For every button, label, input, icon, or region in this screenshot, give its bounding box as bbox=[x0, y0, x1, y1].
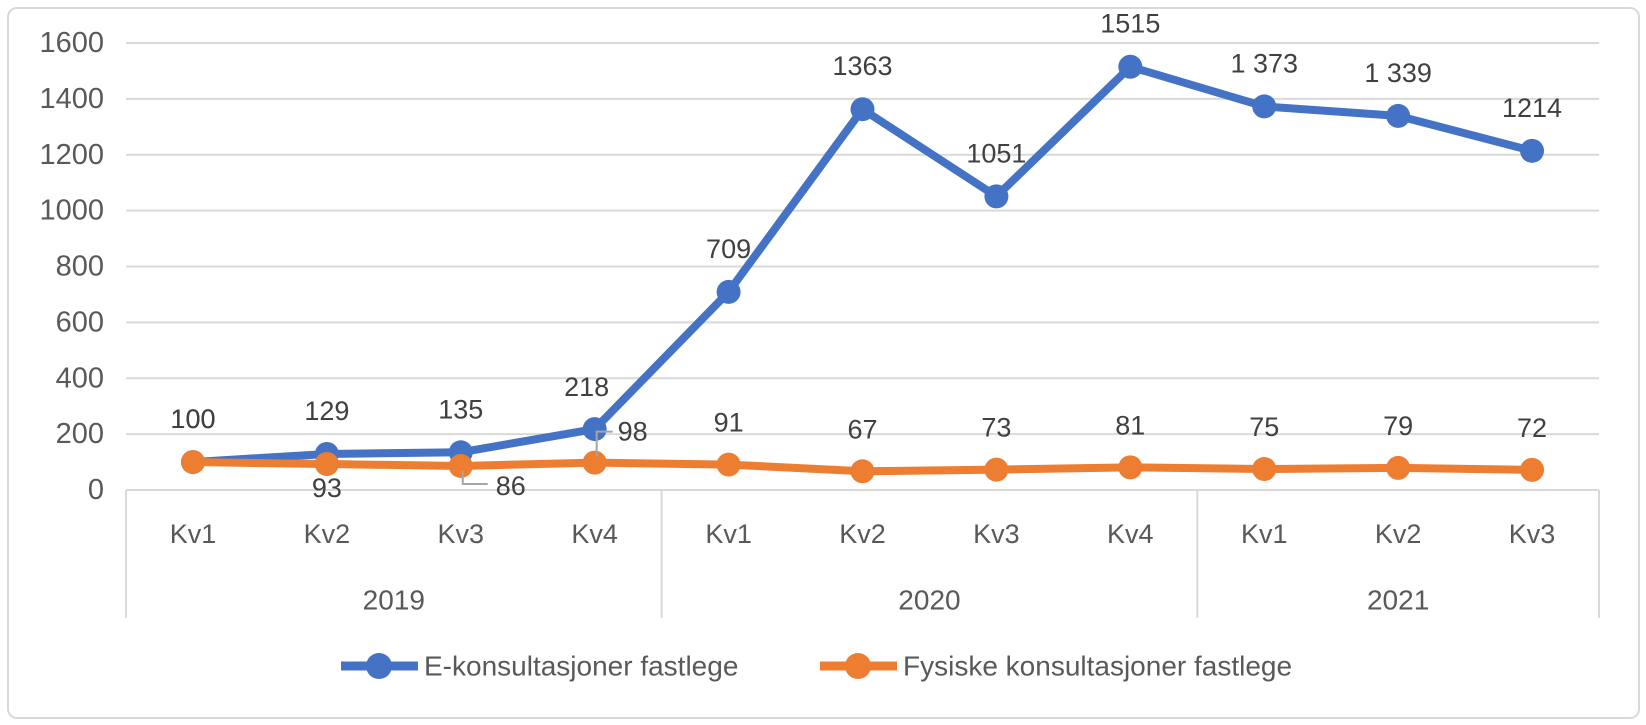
data-labels-e-konsultasjoner-fastlege: 100 129 135 218 709 1363 1051 1515 1 373 1 339 121… bbox=[170, 9, 1562, 434]
x-axis-quarter-label: Kv3 bbox=[438, 519, 485, 549]
data-label: 1 373 bbox=[1230, 48, 1298, 78]
data-point-marker bbox=[1386, 455, 1411, 480]
data-point-marker bbox=[448, 453, 473, 478]
data-label: 1363 bbox=[832, 51, 892, 81]
x-axis-quarter-label: Kv1 bbox=[170, 519, 217, 549]
y-axis-tick-label: 1000 bbox=[39, 195, 104, 227]
data-point-marker bbox=[984, 184, 1009, 209]
data-labels-fysiske-konsultasjoner-fastlege: 100 93 86 98 91 67 73 81 75 79 72 bbox=[170, 404, 1547, 503]
data-label: 100 bbox=[170, 404, 215, 434]
y-axis-tick-label: 1200 bbox=[39, 139, 104, 171]
x-axis-quarter-label: Kv3 bbox=[1509, 519, 1556, 549]
data-point-marker bbox=[582, 417, 607, 442]
data-label: 91 bbox=[714, 408, 744, 438]
x-axis-year-label: 2020 bbox=[898, 585, 960, 616]
legend: E-konsultasjoner fastlege Fysiske konsult… bbox=[341, 651, 1292, 682]
data-point-marker bbox=[1386, 103, 1411, 128]
data-point-marker bbox=[314, 452, 339, 477]
data-label: 75 bbox=[1249, 412, 1279, 442]
data-point-marker bbox=[1520, 457, 1545, 482]
x-axis-quarter-label: Kv4 bbox=[571, 519, 618, 549]
x-axis-quarter-label: Kv3 bbox=[973, 519, 1020, 549]
data-point-marker bbox=[1118, 455, 1143, 480]
data-point-marker bbox=[1252, 94, 1277, 119]
data-point-marker bbox=[984, 457, 1009, 482]
data-label: 1051 bbox=[966, 138, 1026, 168]
x-axis-year-label: 2021 bbox=[1367, 585, 1429, 616]
data-point-marker bbox=[716, 452, 741, 477]
x-axis-quarter-label: Kv2 bbox=[1375, 519, 1422, 549]
data-label: 218 bbox=[564, 372, 609, 402]
label-leader-lines bbox=[461, 430, 613, 485]
data-point-marker bbox=[180, 450, 205, 475]
data-point-marker bbox=[1118, 54, 1143, 79]
x-axis-year-label: 2019 bbox=[363, 585, 425, 616]
legend-dot-marker-icon bbox=[845, 653, 871, 679]
y-axis-tick-label: 600 bbox=[56, 306, 104, 338]
data-label: 79 bbox=[1383, 411, 1413, 441]
legend-dot-marker-icon bbox=[366, 653, 392, 679]
series-line bbox=[188, 62, 1537, 467]
data-label: 135 bbox=[438, 394, 483, 424]
legend-entry-fysiske-konsultasjoner-fastlege: Fysiske konsultasjoner fastlege bbox=[820, 651, 1292, 682]
y-axis-tick-label: 1400 bbox=[39, 83, 104, 115]
data-point-marker bbox=[1252, 457, 1277, 482]
data-label: 709 bbox=[706, 234, 751, 264]
x-axis: Kv1 Kv2 Kv3 Kv4 Kv1 Kv2 Kv3 Kv4 Kv1 Kv2 Kv3 2019 202… bbox=[125, 490, 1600, 618]
x-axis-quarter-label: Kv1 bbox=[705, 519, 752, 549]
data-label: 86 bbox=[496, 471, 526, 501]
y-axis-tick-label: 800 bbox=[56, 251, 104, 283]
data-label: 1515 bbox=[1100, 9, 1160, 39]
x-axis-quarter-label: Kv2 bbox=[839, 519, 886, 549]
data-label: 93 bbox=[312, 473, 342, 503]
data-label: 67 bbox=[847, 414, 877, 444]
x-axis-quarter-label: Kv1 bbox=[1241, 519, 1288, 549]
data-label: 72 bbox=[1517, 413, 1547, 443]
data-point-marker bbox=[716, 279, 741, 304]
gridlines bbox=[126, 42, 1599, 491]
chart-border bbox=[7, 7, 1640, 719]
x-axis-quarter-label: Kv4 bbox=[1107, 519, 1154, 549]
y-axis: 0 200 400 600 800 1000 1200 1400 1600 bbox=[39, 27, 104, 506]
data-point-marker bbox=[1520, 138, 1545, 163]
legend-label: E-konsultasjoner fastlege bbox=[424, 651, 738, 682]
data-label: 1214 bbox=[1502, 93, 1562, 123]
y-axis-tick-label: 400 bbox=[56, 362, 104, 394]
x-axis-quarter-label: Kv2 bbox=[304, 519, 351, 549]
data-label: 73 bbox=[981, 413, 1011, 443]
data-label: 1 339 bbox=[1364, 58, 1432, 88]
data-point-marker bbox=[850, 459, 875, 484]
data-label: 129 bbox=[304, 396, 349, 426]
data-label: 98 bbox=[618, 417, 648, 447]
leader-line bbox=[595, 430, 613, 457]
y-axis-tick-label: 1600 bbox=[39, 27, 104, 59]
y-axis-tick-label: 200 bbox=[56, 418, 104, 450]
legend-label: Fysiske konsultasjoner fastlege bbox=[903, 651, 1292, 682]
legend-entry-e-konsultasjoner-fastlege: E-konsultasjoner fastlege bbox=[341, 651, 738, 682]
series-fysiske-konsultasjoner-fastlege bbox=[180, 450, 1545, 484]
leader-line bbox=[461, 470, 488, 485]
data-point-marker bbox=[582, 450, 607, 475]
data-label: 100 bbox=[170, 404, 215, 434]
data-point-marker bbox=[850, 97, 875, 122]
y-axis-tick-label: 0 bbox=[88, 474, 104, 506]
data-label: 81 bbox=[1115, 410, 1145, 440]
series-e-konsultasjoner-fastlege bbox=[180, 54, 1545, 475]
